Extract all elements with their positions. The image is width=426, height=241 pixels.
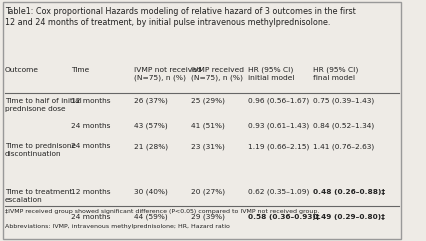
Text: 12 months: 12 months	[71, 98, 110, 104]
Text: 20 (27%): 20 (27%)	[190, 189, 224, 195]
Text: 21 (28%): 21 (28%)	[133, 143, 167, 150]
Text: HR (95% CI)
final model: HR (95% CI) final model	[312, 67, 357, 80]
Text: 0.96 (0.56–1.67): 0.96 (0.56–1.67)	[248, 98, 309, 104]
Text: 26 (37%): 26 (37%)	[133, 98, 167, 104]
Text: Abbreviations: IVMP, intravenous methylprednisolone; HR, Hazard ratio: Abbreviations: IVMP, intravenous methylp…	[5, 224, 229, 229]
Text: 43 (57%): 43 (57%)	[133, 123, 167, 129]
Text: Time to treatment
escalation: Time to treatment escalation	[5, 189, 72, 203]
Text: 29 (39%): 29 (39%)	[190, 214, 224, 221]
Text: 24 months: 24 months	[71, 214, 110, 220]
Text: 12 months: 12 months	[71, 189, 110, 195]
Text: 0.84 (0.52–1.34): 0.84 (0.52–1.34)	[312, 123, 373, 129]
Text: 0.62 (0.35–1.09): 0.62 (0.35–1.09)	[248, 189, 309, 195]
Text: 1.19 (0.66–2.15): 1.19 (0.66–2.15)	[248, 143, 309, 150]
Text: Time: Time	[71, 67, 89, 73]
Text: 30 (40%): 30 (40%)	[133, 189, 167, 195]
Text: 0.49 (0.29–0.80)‡: 0.49 (0.29–0.80)‡	[312, 214, 383, 220]
Text: 1.41 (0.76–2.63): 1.41 (0.76–2.63)	[312, 143, 373, 150]
Text: 41 (51%): 41 (51%)	[190, 123, 224, 129]
Text: 0.93 (0.61–1.43): 0.93 (0.61–1.43)	[248, 123, 309, 129]
Text: Outcome: Outcome	[5, 67, 39, 73]
Text: 25 (29%): 25 (29%)	[190, 98, 224, 104]
Text: 0.58 (0.36–0.93)‡: 0.58 (0.36–0.93)‡	[248, 214, 319, 220]
Text: Time to half of initial
prednisone dose: Time to half of initial prednisone dose	[5, 98, 81, 112]
Text: IVMP received
(N=75), n (%): IVMP received (N=75), n (%)	[190, 67, 243, 80]
Text: Table1: Cox proportional Hazards modeling of relative hazard of 3 outcomes in th: Table1: Cox proportional Hazards modelin…	[5, 7, 354, 27]
Text: Time to prednisone
discontinuation: Time to prednisone discontinuation	[5, 143, 75, 157]
Text: IVMP not received
(N=75), n (%): IVMP not received (N=75), n (%)	[133, 67, 201, 80]
Text: ‡IVMP received group showed significant difference (P<0.05) compared to IVMP not: ‡IVMP received group showed significant …	[5, 209, 318, 214]
Text: 24 months: 24 months	[71, 143, 110, 149]
Text: 24 months: 24 months	[71, 123, 110, 129]
Text: HR (95% CI)
initial model: HR (95% CI) initial model	[248, 67, 294, 80]
Text: 23 (31%): 23 (31%)	[190, 143, 224, 150]
Text: 0.48 (0.26–0.88)‡: 0.48 (0.26–0.88)‡	[312, 189, 384, 195]
Text: 44 (59%): 44 (59%)	[133, 214, 167, 221]
Text: 0.75 (0.39–1.43): 0.75 (0.39–1.43)	[312, 98, 373, 104]
